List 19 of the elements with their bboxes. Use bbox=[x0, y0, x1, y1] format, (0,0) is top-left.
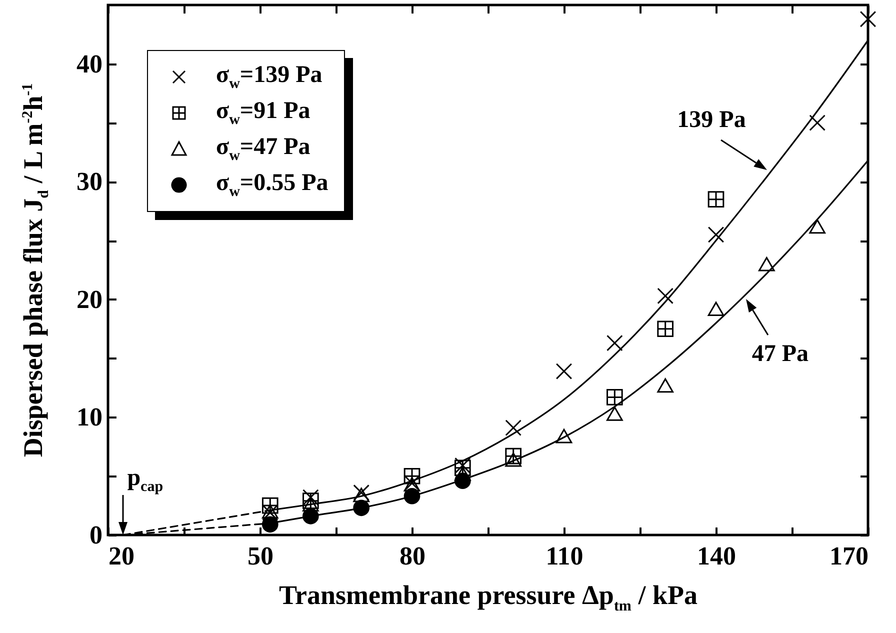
y-tick-label: 20 bbox=[76, 284, 102, 314]
legend-label: σ$_{w}$=139 Pa bbox=[216, 62, 322, 92]
x-tick-label: 50 bbox=[248, 542, 274, 570]
annotation: p$_{cap}$ bbox=[127, 464, 164, 494]
x-axis-title: Transmembrane pressure Δp$_{tm}$ / kPa bbox=[279, 580, 698, 614]
y-tick-label: 30 bbox=[76, 167, 102, 196]
x-tick-label: 110 bbox=[546, 542, 584, 570]
x-tick-label: 20 bbox=[108, 542, 134, 570]
y-tick-label: 40 bbox=[76, 49, 102, 78]
annotation: 47 Pa bbox=[752, 341, 809, 368]
x-tick-label: 80 bbox=[400, 542, 426, 570]
y-tick-label: 0 bbox=[90, 520, 102, 550]
legend-label: σ$_{w}$=47 Pa bbox=[216, 134, 310, 164]
y-tick-label: 10 bbox=[76, 402, 102, 432]
annotation: 139 Pa bbox=[677, 106, 746, 133]
legend-label: σ$_{w}$=91 Pa bbox=[216, 98, 310, 128]
x-tick-label: 140 bbox=[697, 542, 736, 570]
legend-label: σ$_{w}$=0.55 Pa bbox=[216, 170, 328, 200]
x-tick-label: 170 bbox=[830, 542, 868, 570]
